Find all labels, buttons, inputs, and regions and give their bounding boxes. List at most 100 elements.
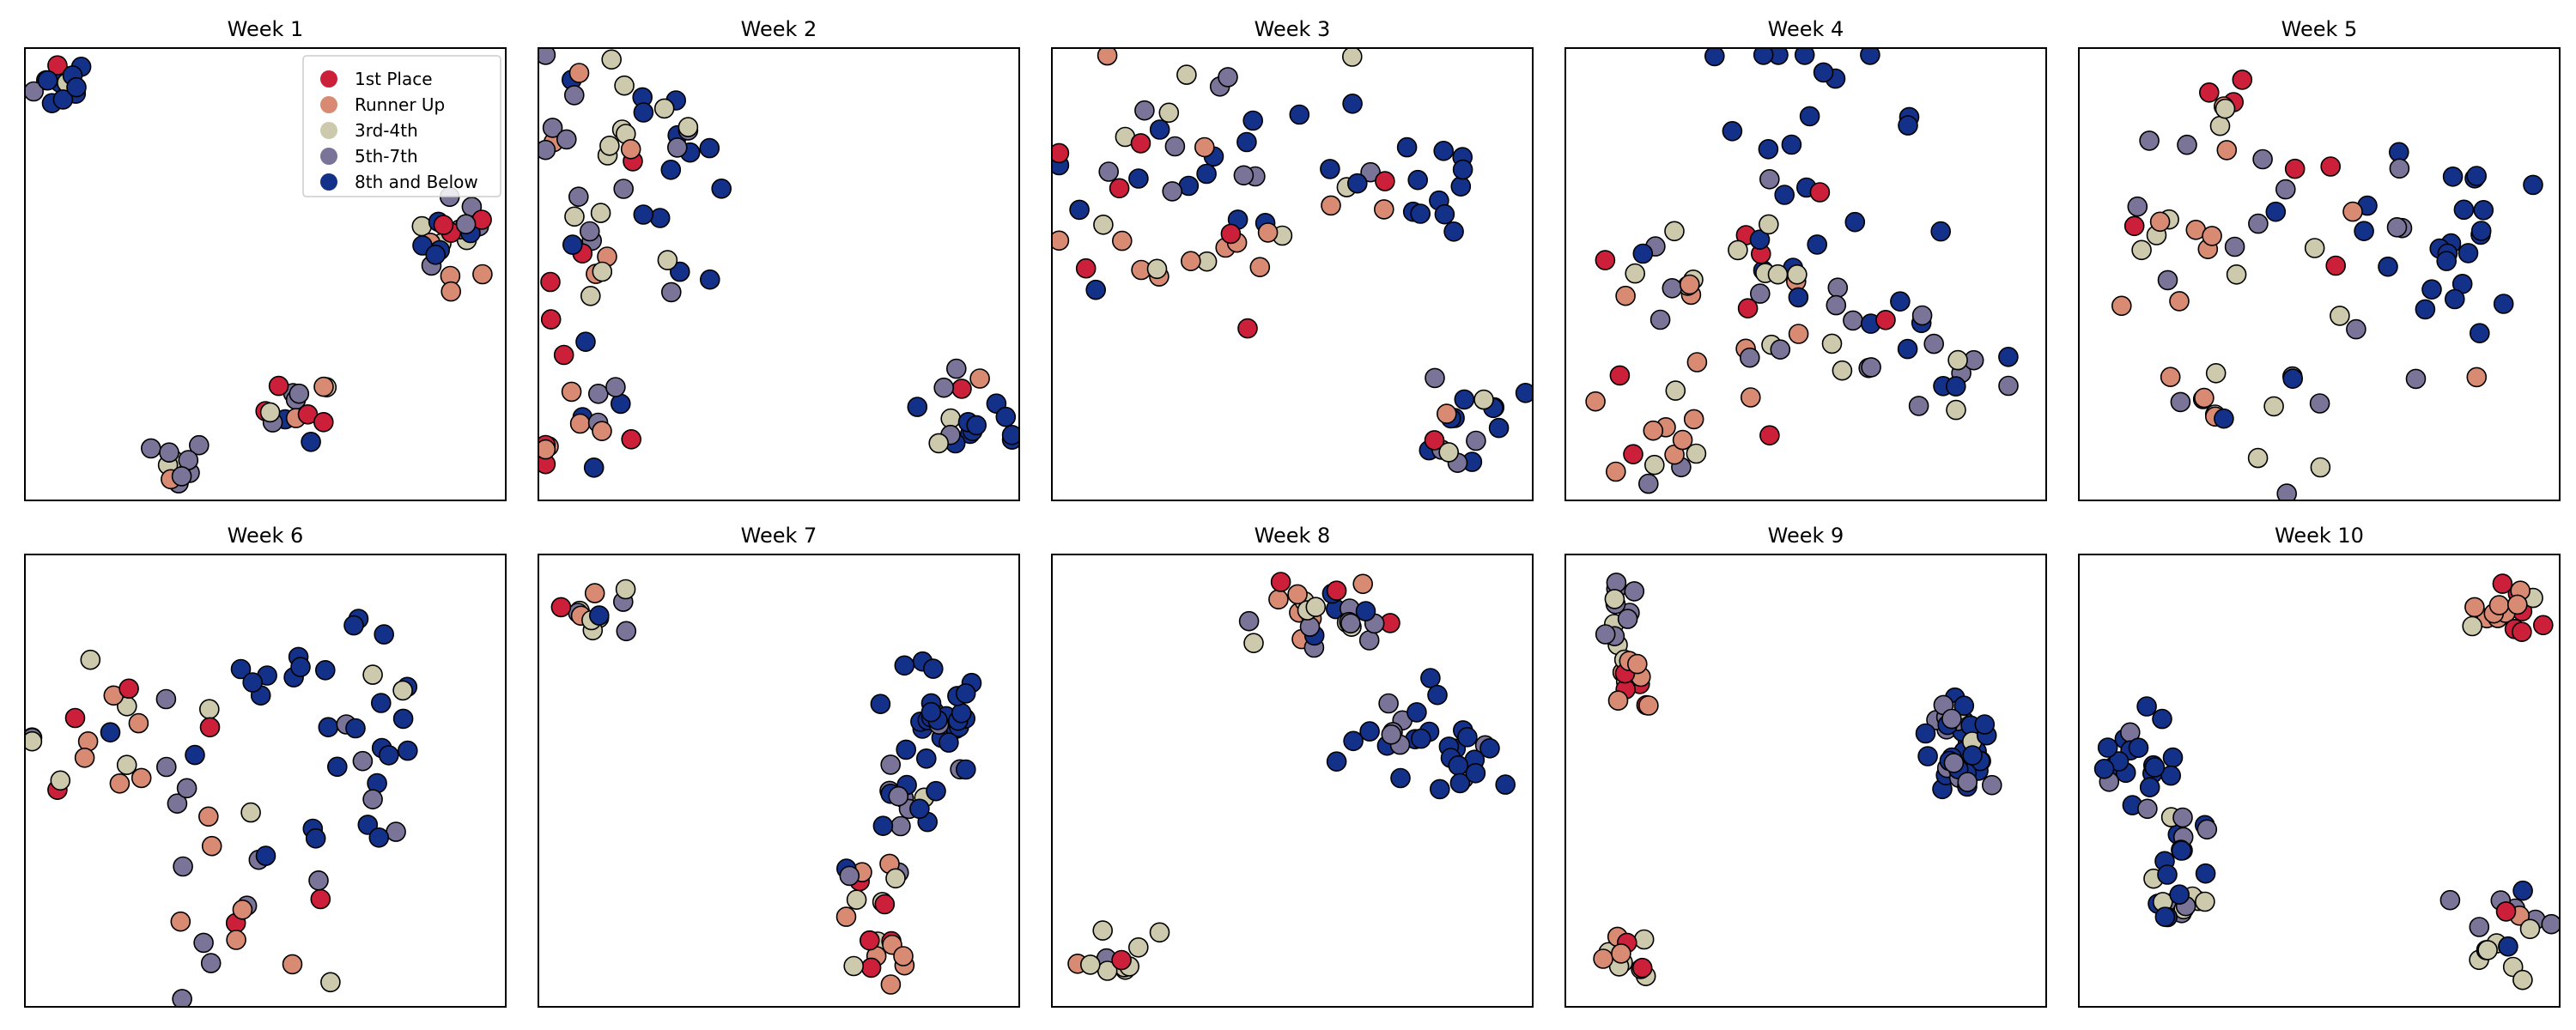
point-eighth	[1289, 104, 1310, 125]
point-eighth	[1632, 243, 1654, 264]
point-fifth	[613, 179, 635, 199]
point-fifth	[1923, 333, 1944, 354]
point-eighth	[894, 655, 915, 676]
point-fifth	[156, 756, 177, 778]
point-eighth	[2169, 884, 2190, 905]
point-first	[64, 707, 86, 729]
point-eighth	[1758, 139, 1779, 160]
point-eighth	[870, 694, 891, 715]
point-third	[1438, 442, 1459, 463]
point-runner	[1606, 461, 1626, 482]
point-eighth	[2093, 758, 2115, 779]
point-runner	[1268, 589, 1289, 610]
point-eighth	[2160, 765, 2181, 786]
point-eighth	[1898, 115, 1918, 136]
point-third	[1767, 264, 1789, 285]
point-eighth	[1799, 106, 1820, 127]
point-runner	[2488, 595, 2510, 615]
point-eighth	[939, 732, 959, 753]
point-third	[1728, 239, 1748, 261]
point-eighth	[1449, 772, 1471, 794]
point-runner	[232, 900, 253, 920]
point-runner	[226, 930, 246, 950]
point-third	[1625, 263, 1645, 284]
panel-title: Week 6	[228, 524, 304, 548]
point-first	[1631, 957, 1653, 978]
point-third	[614, 75, 635, 96]
point-eighth	[649, 208, 671, 228]
point-eighth	[52, 89, 74, 110]
point-eighth	[1465, 762, 1486, 784]
point-fifth	[200, 953, 222, 973]
point-eighth	[966, 415, 987, 436]
point-fifth	[839, 865, 860, 887]
point-fifth	[2276, 483, 2297, 500]
point-third	[590, 203, 611, 223]
point-first	[951, 379, 972, 399]
point-eighth	[660, 160, 682, 180]
point-first	[1052, 142, 1070, 164]
point-eighth	[1434, 203, 1455, 225]
point-third	[2462, 615, 2482, 637]
point-runner	[1680, 274, 1700, 295]
point-third	[2512, 969, 2533, 991]
point-fifth	[173, 856, 193, 877]
point-first	[118, 678, 139, 700]
point-third	[2205, 362, 2227, 384]
point-third	[1686, 443, 1707, 464]
point-third	[2131, 239, 2152, 261]
point-fifth	[2405, 368, 2427, 390]
point-runner	[440, 281, 462, 302]
axes-frame	[2078, 554, 2561, 1008]
point-eighth	[2128, 737, 2149, 759]
point-runner	[584, 583, 605, 603]
point-third	[116, 754, 137, 776]
point-eighth	[699, 269, 720, 290]
point-runner	[835, 906, 857, 927]
point-first	[540, 309, 562, 330]
point-fifth	[1941, 708, 1962, 730]
point-third	[1093, 214, 1114, 235]
point-eighth	[1342, 94, 1363, 114]
point-eighth	[2415, 299, 2436, 320]
point-fifth	[1908, 396, 1929, 416]
point-eighth	[1128, 168, 1149, 189]
point-eighth	[2152, 708, 2172, 730]
point-fifth	[1649, 309, 1671, 330]
point-third	[2215, 98, 2236, 119]
point-runner	[1352, 573, 1373, 595]
point-runner	[1287, 584, 1308, 605]
point-fifth	[579, 221, 600, 242]
point-eighth	[397, 740, 418, 761]
point-first	[2533, 615, 2554, 636]
point-eighth	[1515, 383, 1533, 403]
panel-title: Week 5	[2281, 17, 2358, 41]
point-first	[1326, 580, 1347, 602]
point-first	[2199, 82, 2220, 103]
point-runner	[2464, 597, 2485, 618]
point-runner	[170, 911, 191, 932]
point-third	[1664, 221, 1685, 242]
point-eighth	[230, 658, 252, 680]
point-eighth	[2498, 936, 2518, 957]
point-eighth	[2436, 251, 2457, 271]
point-fifth	[189, 434, 210, 456]
point-eighth	[343, 615, 364, 636]
point-fifth	[2172, 807, 2193, 828]
point-fifth	[167, 793, 188, 815]
point-eighth	[583, 457, 605, 478]
panel-title: Week 2	[741, 17, 817, 41]
point-fifth	[1595, 624, 1616, 645]
point-eighth	[326, 756, 348, 778]
point-eighth	[2195, 863, 2216, 884]
point-fifth	[141, 438, 161, 459]
point-third	[580, 285, 601, 306]
point-third	[1832, 360, 1853, 381]
point-runner	[1097, 48, 1118, 66]
point-eighth	[378, 745, 399, 766]
point-third	[2304, 238, 2325, 258]
point-fifth	[2541, 913, 2560, 935]
points	[1593, 573, 2002, 986]
point-first	[2512, 621, 2532, 643]
point-third	[25, 730, 43, 752]
